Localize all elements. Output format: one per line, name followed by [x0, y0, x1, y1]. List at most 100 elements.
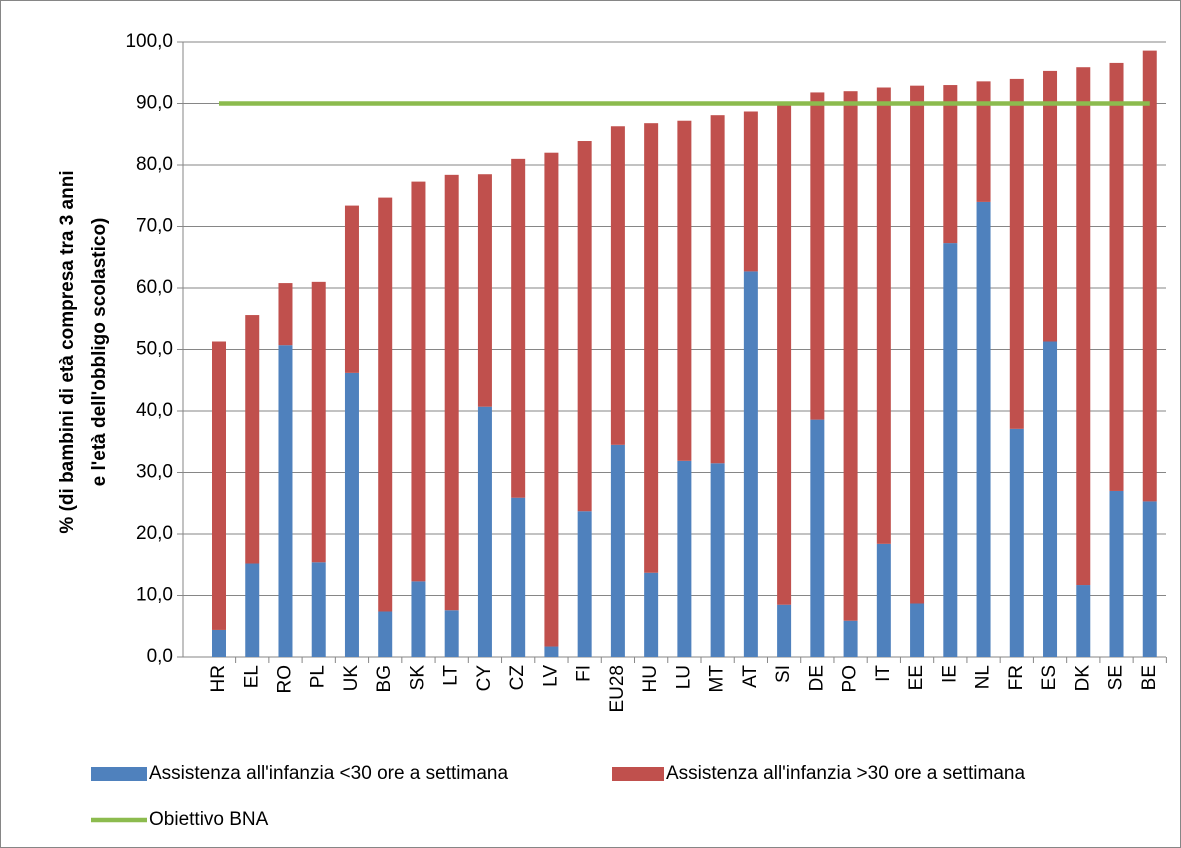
- bar: [843, 91, 858, 621]
- bar: [710, 463, 725, 657]
- bar: [278, 283, 293, 346]
- x-tick-label: FI: [574, 665, 595, 682]
- legend-swatch: [612, 767, 664, 781]
- x-tick-label: PO: [840, 665, 861, 692]
- bar: [444, 174, 459, 611]
- legend-label: Obiettivo BNA: [149, 809, 269, 830]
- bar: [743, 111, 758, 272]
- bar: [876, 543, 891, 657]
- bar: [610, 444, 625, 657]
- bar: [1009, 78, 1024, 429]
- bar: [477, 174, 492, 407]
- y-axis-title: e l'età dell'obbligo scolastico): [89, 218, 110, 487]
- bar: [1043, 70, 1058, 342]
- bar: [577, 511, 592, 657]
- legend-swatch: [91, 767, 147, 781]
- bar: [577, 141, 592, 512]
- x-tick-label: CY: [474, 665, 495, 692]
- x-tick-label: EU28: [607, 665, 628, 713]
- bar: [943, 85, 958, 244]
- bar: [411, 181, 426, 582]
- bar: [1076, 67, 1091, 586]
- bar: [743, 271, 758, 657]
- bar: [378, 197, 393, 612]
- x-tick-label: IE: [939, 665, 960, 683]
- bar: [311, 562, 326, 657]
- bar: [976, 201, 991, 657]
- y-tick-label: 0,0: [147, 646, 173, 667]
- y-tick-label: 70,0: [136, 216, 173, 237]
- x-tick-label: ES: [1039, 665, 1060, 690]
- x-tick-label: BG: [374, 665, 395, 692]
- legend-label: Assistenza all'infanzia >30 ore a settim…: [666, 763, 1025, 784]
- x-tick-label: LT: [441, 665, 462, 686]
- bar: [644, 572, 659, 657]
- bar: [411, 581, 426, 657]
- x-tick-label: SE: [1106, 665, 1127, 690]
- x-tick-label: FR: [1006, 665, 1027, 690]
- bar: [378, 611, 393, 657]
- bar: [976, 81, 991, 202]
- bar: [677, 120, 692, 461]
- y-tick-label: 100,0: [125, 31, 173, 52]
- bar: [344, 372, 359, 657]
- bar: [544, 152, 559, 647]
- bar: [1142, 50, 1157, 502]
- bar: [511, 158, 526, 498]
- bar: [212, 629, 226, 657]
- bar: [511, 497, 526, 657]
- bar: [477, 406, 492, 657]
- bar: [710, 115, 725, 464]
- bar: [278, 345, 293, 657]
- x-tick-label: NL: [973, 665, 994, 689]
- y-tick-label: 60,0: [136, 277, 173, 298]
- bar: [1109, 490, 1124, 657]
- x-tick-label: EE: [906, 665, 927, 690]
- x-tick-label: HU: [640, 665, 661, 692]
- bar: [444, 610, 459, 657]
- bar: [943, 243, 958, 658]
- y-tick-label: 20,0: [136, 523, 173, 544]
- y-axis-title: % (di bambini di età compresa tra 3 anni: [57, 170, 78, 533]
- bar: [810, 92, 825, 420]
- bar: [910, 603, 925, 657]
- x-tick-label: CZ: [507, 665, 528, 691]
- bar: [810, 419, 825, 657]
- x-tick-label: IT: [873, 665, 894, 682]
- x-tick-label: LV: [540, 665, 561, 687]
- bar: [1109, 62, 1124, 491]
- legend-label: Assistenza all'infanzia <30 ore a settim…: [149, 763, 508, 784]
- x-tick-label: SI: [773, 665, 794, 683]
- bar: [245, 563, 260, 657]
- bar: [544, 646, 559, 657]
- x-tick-label: MT: [707, 665, 728, 693]
- bar: [876, 87, 891, 544]
- x-tick-label: BE: [1139, 665, 1160, 690]
- x-tick-label: UK: [341, 665, 362, 692]
- x-tick-label: EL: [241, 665, 262, 688]
- bar: [644, 123, 659, 573]
- bar: [245, 315, 260, 564]
- x-tick-label: PL: [308, 665, 329, 688]
- x-tick-label: SK: [407, 665, 428, 691]
- x-tick-label: RO: [274, 665, 295, 694]
- y-tick-label: 90,0: [136, 93, 173, 114]
- bar: [1043, 341, 1058, 657]
- x-tick-label: HR: [208, 665, 229, 692]
- bar: [610, 126, 625, 445]
- bar: [1142, 501, 1157, 657]
- bar: [1009, 428, 1024, 657]
- x-tick-label: LU: [673, 665, 694, 689]
- y-tick-label: 30,0: [136, 462, 173, 483]
- y-tick-label: 80,0: [136, 154, 173, 175]
- x-tick-label: DE: [806, 665, 827, 691]
- y-tick-label: 40,0: [136, 400, 173, 421]
- x-tick-label: AT: [740, 665, 761, 688]
- bar: [777, 604, 792, 657]
- y-tick-label: 50,0: [136, 339, 173, 360]
- bar: [777, 104, 792, 605]
- bar: [910, 85, 925, 604]
- bar: [1076, 585, 1091, 657]
